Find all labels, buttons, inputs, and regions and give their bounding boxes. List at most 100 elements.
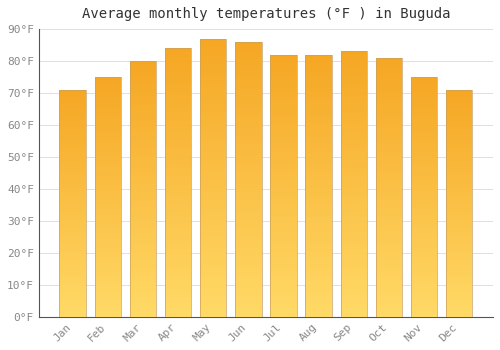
Bar — [376, 262, 402, 265]
Bar — [376, 106, 402, 110]
Bar — [376, 285, 402, 288]
Bar — [340, 240, 367, 244]
Bar — [340, 158, 367, 161]
Bar — [270, 163, 296, 166]
Bar — [340, 231, 367, 234]
Bar — [165, 92, 191, 95]
Bar — [235, 59, 262, 62]
Bar — [60, 306, 86, 308]
Bar — [235, 176, 262, 179]
Bar — [60, 138, 86, 141]
Bar — [60, 263, 86, 266]
Bar — [270, 196, 296, 199]
Bar — [235, 76, 262, 80]
Title: Average monthly temperatures (°F ) in Buguda: Average monthly temperatures (°F ) in Bu… — [82, 7, 450, 21]
Bar — [340, 290, 367, 294]
Bar — [235, 73, 262, 76]
Bar — [270, 278, 296, 281]
Bar — [130, 250, 156, 253]
Bar — [376, 177, 402, 181]
Bar — [200, 150, 226, 153]
Bar — [340, 307, 367, 310]
Bar — [130, 77, 156, 80]
Bar — [340, 257, 367, 260]
Bar — [94, 170, 121, 173]
Bar — [376, 242, 402, 246]
Bar — [165, 293, 191, 297]
Bar — [376, 122, 402, 126]
Bar — [130, 61, 156, 317]
Bar — [94, 155, 121, 158]
Bar — [60, 195, 86, 198]
Bar — [94, 185, 121, 188]
Bar — [130, 272, 156, 275]
Bar — [376, 194, 402, 197]
Bar — [235, 141, 262, 145]
Bar — [130, 208, 156, 211]
Bar — [200, 91, 226, 94]
Bar — [340, 227, 367, 231]
Bar — [306, 91, 332, 94]
Bar — [446, 283, 472, 286]
Bar — [94, 83, 121, 86]
Bar — [306, 55, 332, 58]
Bar — [446, 163, 472, 166]
Bar — [200, 98, 226, 101]
Bar — [376, 233, 402, 236]
Bar — [165, 142, 191, 146]
Bar — [235, 121, 262, 124]
Bar — [60, 286, 86, 288]
Bar — [411, 158, 438, 161]
Bar — [165, 55, 191, 58]
Bar — [200, 247, 226, 251]
Bar — [376, 161, 402, 164]
Bar — [270, 228, 296, 232]
Bar — [200, 286, 226, 289]
Bar — [306, 78, 332, 81]
Bar — [60, 124, 86, 127]
Bar — [376, 181, 402, 184]
Bar — [130, 186, 156, 189]
Bar — [446, 306, 472, 308]
Bar — [270, 173, 296, 176]
Bar — [306, 124, 332, 127]
Bar — [376, 207, 402, 210]
Bar — [306, 136, 332, 140]
Bar — [411, 224, 438, 227]
Bar — [165, 266, 191, 270]
Bar — [446, 178, 472, 181]
Bar — [165, 297, 191, 300]
Bar — [270, 88, 296, 91]
Bar — [340, 128, 367, 131]
Bar — [340, 134, 367, 138]
Bar — [200, 282, 226, 286]
Bar — [60, 294, 86, 297]
Bar — [94, 212, 121, 215]
Bar — [376, 90, 402, 93]
Bar — [340, 184, 367, 188]
Bar — [94, 80, 121, 83]
Bar — [235, 255, 262, 258]
Bar — [94, 311, 121, 314]
Bar — [130, 221, 156, 224]
Bar — [94, 101, 121, 104]
Bar — [235, 169, 262, 173]
Bar — [446, 135, 472, 138]
Bar — [60, 127, 86, 130]
Bar — [340, 105, 367, 108]
Bar — [306, 222, 332, 225]
Bar — [446, 266, 472, 268]
Bar — [306, 156, 332, 160]
Bar — [130, 234, 156, 237]
Bar — [446, 206, 472, 209]
Bar — [200, 216, 226, 219]
Bar — [200, 133, 226, 136]
Bar — [165, 179, 191, 182]
Bar — [306, 258, 332, 261]
Bar — [411, 77, 438, 317]
Bar — [130, 314, 156, 317]
Bar — [306, 300, 332, 304]
Bar — [94, 188, 121, 191]
Bar — [446, 152, 472, 155]
Bar — [340, 267, 367, 270]
